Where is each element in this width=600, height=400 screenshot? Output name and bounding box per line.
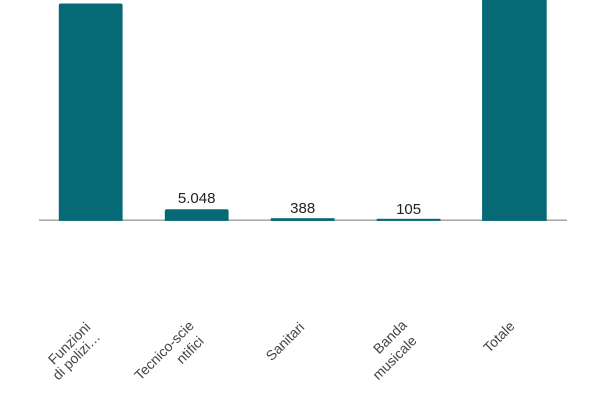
svg-text:5.048: 5.048 <box>178 190 216 207</box>
svg-text:105: 105 <box>396 201 421 218</box>
svg-text:388: 388 <box>290 200 315 217</box>
